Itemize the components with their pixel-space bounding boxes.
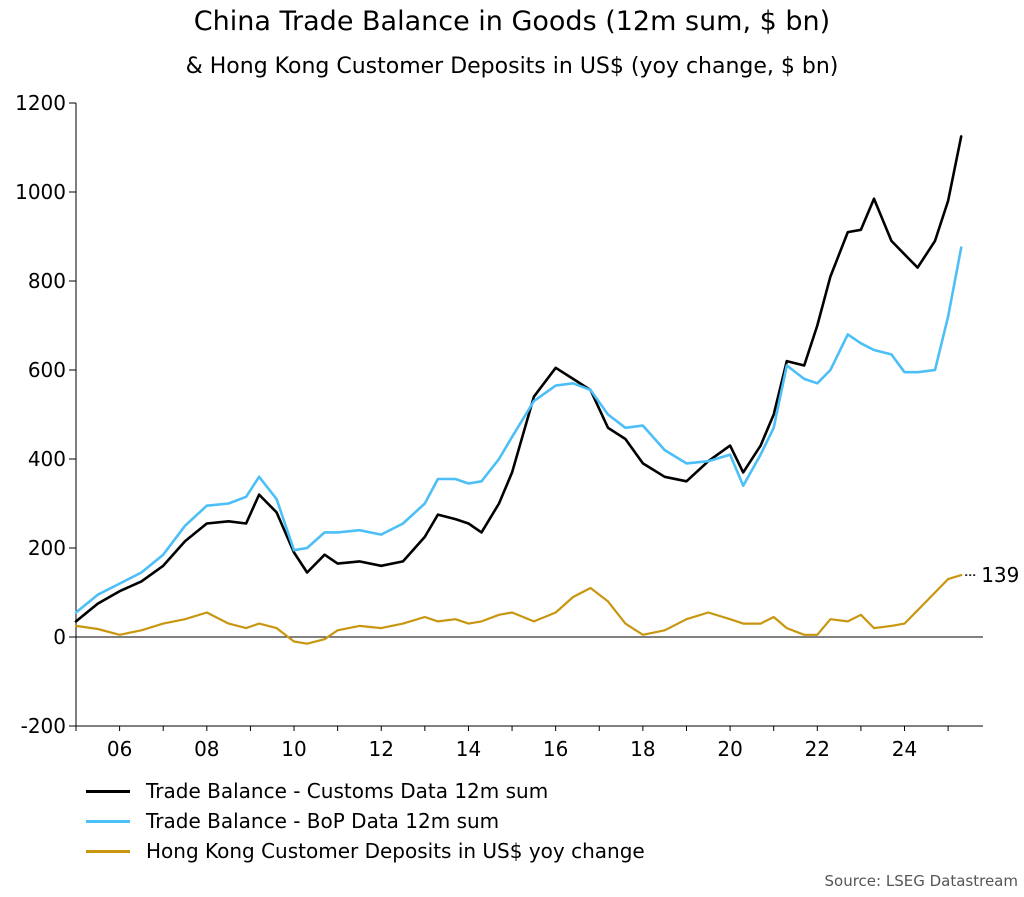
end-label-value: 139: [981, 563, 1019, 587]
chart-title: China Trade Balance in Goods (12m sum, $…: [193, 6, 831, 37]
x-tick-label: 18: [630, 737, 655, 761]
x-tick-label: 22: [805, 737, 830, 761]
x-tick-label: 14: [456, 737, 481, 761]
legend-swatch-customs: [86, 789, 130, 793]
legend-item-hk-deposits: Hong Kong Customer Deposits in US$ yoy c…: [86, 836, 645, 866]
y-tick-label: 400: [28, 447, 66, 471]
chart-subtitle: & Hong Kong Customer Deposits in US$ (yo…: [185, 54, 839, 79]
x-tick-label: 12: [369, 737, 394, 761]
x-tick-label: 24: [892, 737, 917, 761]
y-tick-label: 1000: [15, 180, 66, 204]
y-tick-label: 1200: [15, 91, 66, 115]
x-tick-label: 10: [281, 737, 306, 761]
legend-label-bop: Trade Balance - BoP Data 12m sum: [146, 809, 500, 833]
legend-item-bop: Trade Balance - BoP Data 12m sum: [86, 806, 645, 836]
series-line-bop: [74, 246, 963, 614]
x-tick-label: 08: [194, 737, 219, 761]
series-line-hk-deposits: [74, 573, 963, 645]
legend-item-customs: Trade Balance - Customs Data 12m sum: [86, 776, 645, 806]
y-tick-label: 200: [28, 536, 66, 560]
y-tick-label: 800: [28, 269, 66, 293]
y-tick-label: -200: [21, 714, 66, 738]
legend-swatch-bop: [86, 819, 130, 823]
legend-swatch-hk-deposits: [86, 849, 130, 853]
x-tick-label: 06: [107, 737, 132, 761]
x-tick-label: 20: [717, 737, 742, 761]
source-note: Source: LSEG Datastream: [824, 872, 1018, 890]
y-tick-label: 0: [53, 625, 66, 649]
legend-label-hk-deposits: Hong Kong Customer Deposits in US$ yoy c…: [146, 839, 645, 863]
legend: Trade Balance - Customs Data 12m sum Tra…: [86, 776, 645, 866]
legend-label-customs: Trade Balance - Customs Data 12m sum: [146, 779, 549, 803]
series-line-customs: [74, 135, 963, 623]
x-tick-label: 16: [543, 737, 568, 761]
y-tick-label: 600: [28, 358, 66, 382]
